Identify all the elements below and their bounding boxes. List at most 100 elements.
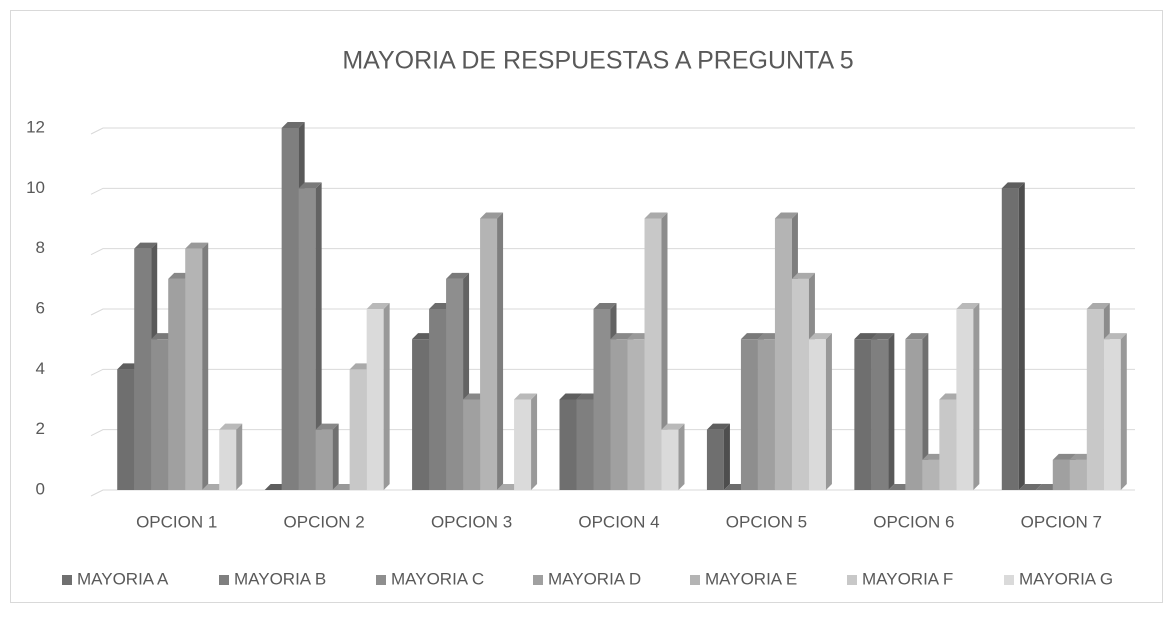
bar-side bbox=[315, 182, 322, 491]
bar-top bbox=[366, 303, 390, 309]
legend-label: MAYORIA F bbox=[862, 569, 953, 588]
grid-line bbox=[90, 187, 1135, 195]
bar-top bbox=[610, 333, 634, 340]
bar-top bbox=[740, 333, 764, 340]
bar bbox=[956, 303, 980, 490]
bar-front bbox=[1069, 459, 1087, 490]
bar-front bbox=[463, 399, 481, 490]
y-tick-label: 2 bbox=[36, 419, 45, 438]
bar-side bbox=[332, 423, 339, 490]
bar-front bbox=[219, 429, 237, 490]
bar-top bbox=[791, 272, 815, 279]
bar-front bbox=[151, 339, 169, 490]
bar-front bbox=[429, 309, 447, 490]
bar-front bbox=[922, 459, 940, 490]
bar-top bbox=[854, 333, 878, 340]
bar-front bbox=[117, 369, 135, 490]
legend-swatch bbox=[533, 575, 543, 585]
chart-title: MAYORIA DE RESPUESTAS A PREGUNTA 5 bbox=[342, 47, 853, 75]
bar-side bbox=[497, 212, 504, 490]
bar-front bbox=[1086, 309, 1104, 490]
y-tick-label: 8 bbox=[36, 238, 45, 257]
bar-front bbox=[349, 369, 367, 490]
bar-top bbox=[219, 423, 243, 430]
bar-top bbox=[706, 423, 730, 430]
bar-front bbox=[134, 248, 152, 490]
bar bbox=[644, 212, 668, 490]
bar-side bbox=[723, 423, 730, 490]
bar bbox=[905, 333, 929, 490]
bar bbox=[808, 333, 832, 490]
bar-front bbox=[1103, 339, 1121, 490]
bar-front bbox=[480, 218, 498, 490]
bar bbox=[1103, 333, 1127, 490]
x-tick-label: OPCION 2 bbox=[284, 512, 365, 531]
bar bbox=[871, 333, 895, 490]
bar-front bbox=[854, 339, 872, 490]
legend-swatch bbox=[219, 575, 229, 585]
bar-top bbox=[1018, 484, 1042, 490]
legend-swatch bbox=[1004, 575, 1014, 585]
legend-swatch bbox=[376, 575, 386, 585]
bar-front bbox=[576, 399, 594, 490]
bar-front bbox=[315, 429, 333, 490]
legend-label: MAYORIA D bbox=[548, 569, 641, 588]
bar-front bbox=[774, 218, 792, 490]
bar-top bbox=[644, 212, 668, 219]
bar-front bbox=[939, 399, 957, 490]
bar bbox=[706, 423, 730, 490]
bar-front bbox=[168, 278, 186, 490]
legend-label: MAYORIA A bbox=[77, 569, 169, 588]
bar-side bbox=[825, 333, 832, 490]
x-tick-label: OPCION 6 bbox=[873, 512, 954, 531]
bar bbox=[514, 393, 538, 490]
y-tick-label: 6 bbox=[36, 298, 45, 317]
bar-front bbox=[706, 429, 724, 490]
bar-top bbox=[1086, 303, 1110, 309]
bar-front bbox=[1052, 459, 1070, 490]
bar bbox=[298, 182, 322, 491]
bar-front bbox=[412, 339, 430, 490]
bar-top bbox=[905, 333, 929, 340]
bar-top bbox=[446, 272, 470, 279]
bar-side bbox=[922, 333, 929, 490]
bar-side bbox=[1018, 182, 1025, 491]
bar-front bbox=[281, 128, 299, 490]
y-tick-label: 0 bbox=[36, 479, 45, 498]
bar-front bbox=[808, 339, 826, 490]
legend-label: MAYORIA E bbox=[705, 569, 797, 588]
bar-front bbox=[905, 339, 923, 490]
bar-side bbox=[236, 423, 243, 490]
x-tick-label: OPCION 3 bbox=[431, 512, 512, 531]
x-tick-label: OPCION 1 bbox=[136, 512, 217, 531]
bar-top bbox=[281, 122, 305, 128]
y-tick-label: 4 bbox=[36, 359, 45, 378]
bar-side bbox=[531, 393, 538, 490]
bar-top bbox=[956, 303, 980, 309]
bar bbox=[315, 423, 339, 490]
x-tick-label: OPCION 4 bbox=[578, 512, 659, 531]
bar-side bbox=[383, 303, 390, 490]
legend-swatch bbox=[847, 575, 857, 585]
bar-front bbox=[627, 339, 645, 490]
bar-top bbox=[1052, 453, 1076, 460]
bar-top bbox=[1103, 333, 1127, 340]
bar-top bbox=[480, 212, 504, 219]
bar-front bbox=[1001, 188, 1019, 491]
bar-front bbox=[661, 429, 679, 490]
bar-top bbox=[808, 333, 832, 340]
bar-front bbox=[610, 339, 628, 490]
bar-side bbox=[888, 333, 895, 490]
bar-front bbox=[740, 339, 758, 490]
bar-top bbox=[185, 242, 209, 249]
bar-front bbox=[956, 309, 974, 490]
legend-label: MAYORIA C bbox=[391, 569, 484, 588]
bar-side bbox=[661, 212, 668, 490]
x-tick-label: OPCION 7 bbox=[1021, 512, 1102, 531]
legend-swatch bbox=[690, 575, 700, 585]
bar-front bbox=[757, 339, 775, 490]
grid-line bbox=[90, 127, 1135, 135]
legend-label: MAYORIA B bbox=[234, 569, 326, 588]
bar-front bbox=[514, 399, 532, 490]
